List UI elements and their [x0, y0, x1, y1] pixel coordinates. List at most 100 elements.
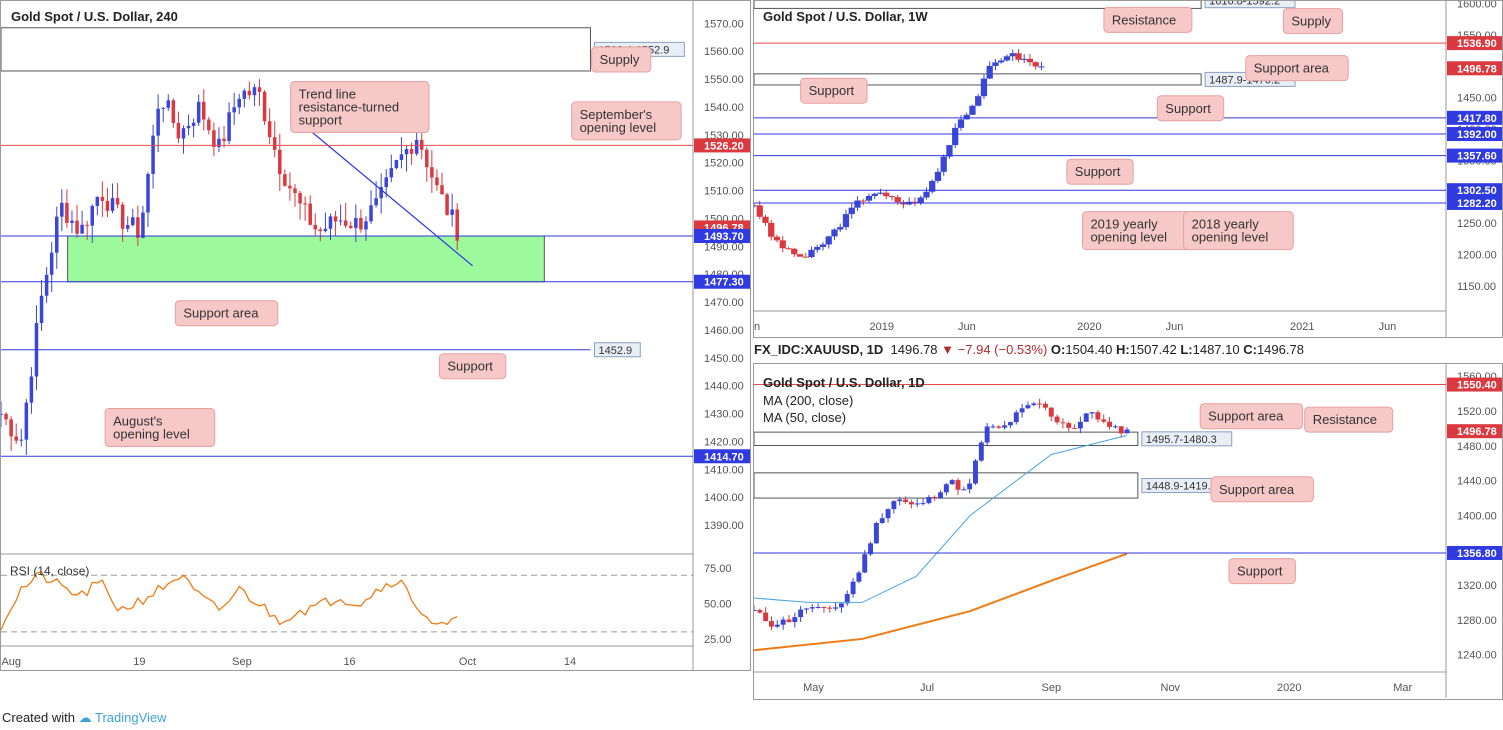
candle-body [754, 205, 758, 207]
candle [940, 154, 947, 176]
candle-body [1003, 56, 1011, 61]
candle [949, 479, 955, 485]
candle-body [969, 105, 976, 115]
ma50-line [754, 434, 1128, 603]
candle [1118, 426, 1124, 438]
candle-body [257, 87, 262, 92]
candle [65, 189, 69, 228]
candle-body [929, 180, 936, 192]
candle [1, 401, 3, 428]
candle-body [85, 224, 89, 226]
candle [911, 197, 919, 207]
candle-body [938, 492, 943, 499]
chart-canvas-h4[interactable]: 1390.00 1400.00 1410.00 1420.00 1430.00 1440.… [1, 1, 751, 671]
ticker-close-label: C: [1243, 342, 1257, 357]
candle [1019, 403, 1025, 418]
price-axis-tag [694, 229, 750, 244]
candle [146, 172, 150, 227]
candle [754, 202, 758, 208]
price-tick-label: 1450.00 [704, 353, 744, 365]
ticker-last: 1496.78 [890, 342, 938, 357]
candle [1015, 49, 1022, 63]
candle-body [435, 177, 439, 186]
price-axis-tag [1447, 110, 1502, 125]
candle [1112, 424, 1118, 429]
candle-body [984, 426, 990, 443]
candle-body [1038, 66, 1045, 68]
candle-body [349, 225, 353, 228]
candle-body [780, 619, 786, 625]
candle [932, 495, 938, 501]
callout-box [1103, 6, 1193, 33]
candle-body [156, 108, 160, 136]
chart-canvas-w1[interactable]: 1150.001200.001250.001300.001350.001400.… [754, 1, 1503, 338]
zone-label: 1448.9-1419.9 [1146, 480, 1217, 492]
callout: Supply [591, 46, 652, 73]
price-tick-label: 1450.00 [1457, 93, 1497, 105]
chart-canvas-d1[interactable]: 1240.001280.001320.001360.001400.001440.… [754, 364, 1503, 700]
candle-body [1083, 413, 1089, 422]
price-tick-label: 1150.00 [1457, 281, 1496, 293]
candle-body [865, 195, 873, 201]
candle-body [217, 138, 221, 147]
price-axis-tag [1447, 183, 1502, 198]
time-tick-label: 16 [343, 656, 355, 668]
price-tick-label: 1200.00 [1457, 250, 1497, 262]
chart-panel-h4[interactable]: 1390.00 1400.00 1410.00 1420.00 1430.00 1440.… [0, 0, 751, 671]
candle-body [313, 224, 318, 230]
callout: Support [1228, 558, 1296, 585]
candle [862, 550, 868, 574]
candle [1077, 416, 1083, 434]
candle [1042, 401, 1048, 411]
candle [247, 81, 252, 100]
candle-body [975, 96, 982, 106]
candle-body [821, 607, 827, 609]
candle [860, 198, 867, 206]
callout: Support [1156, 95, 1225, 122]
candle [1101, 414, 1107, 424]
callout-text: Support area [1208, 409, 1284, 424]
candle-body [186, 125, 191, 129]
candle-body [419, 139, 424, 150]
candle [283, 169, 287, 187]
candle [95, 196, 100, 216]
candle [191, 118, 196, 138]
price-axis-tag-label: 1496.78 [1457, 426, 1497, 438]
candle [986, 61, 993, 80]
candle [394, 159, 399, 170]
candle [333, 210, 338, 237]
price-tick-label: 1540.00 [704, 102, 744, 114]
price-axis-tag [694, 449, 750, 464]
candle [906, 197, 913, 206]
candle-body [75, 220, 79, 234]
candle-body [1019, 408, 1025, 413]
candle [934, 168, 942, 184]
price-tick-label: 1390.00 [704, 520, 744, 532]
zone-rect [1, 27, 591, 72]
candle [923, 187, 930, 200]
candle [929, 179, 936, 194]
candle-body [146, 173, 150, 213]
candle-body [791, 248, 798, 255]
candle-body [384, 177, 388, 188]
down-arrow-icon: ▼ [941, 342, 955, 357]
chart-panel-d1[interactable]: 1240.001280.001320.001360.001400.001440.… [753, 363, 1503, 700]
price-axis-tag-label: 1526.20 [704, 140, 744, 152]
callout: Resistance [1304, 406, 1394, 433]
candle-body [166, 100, 171, 108]
price-axis-tag-label: 1356.80 [1457, 548, 1497, 560]
candle-body [1066, 423, 1072, 428]
candle-body [873, 523, 879, 544]
candle [952, 123, 959, 148]
chart-panel-w1[interactable]: 1150.001200.001250.001300.001350.001400.… [753, 0, 1503, 338]
candle-body [359, 217, 363, 230]
candle [850, 578, 856, 598]
candle [827, 605, 833, 613]
candle-body [973, 460, 978, 484]
candle [798, 605, 804, 622]
candle [257, 79, 262, 106]
time-tick-label: Oct [459, 656, 476, 668]
time-tick-label: 19 [133, 656, 145, 668]
candle [773, 234, 781, 243]
callout: Support area [1210, 476, 1314, 503]
